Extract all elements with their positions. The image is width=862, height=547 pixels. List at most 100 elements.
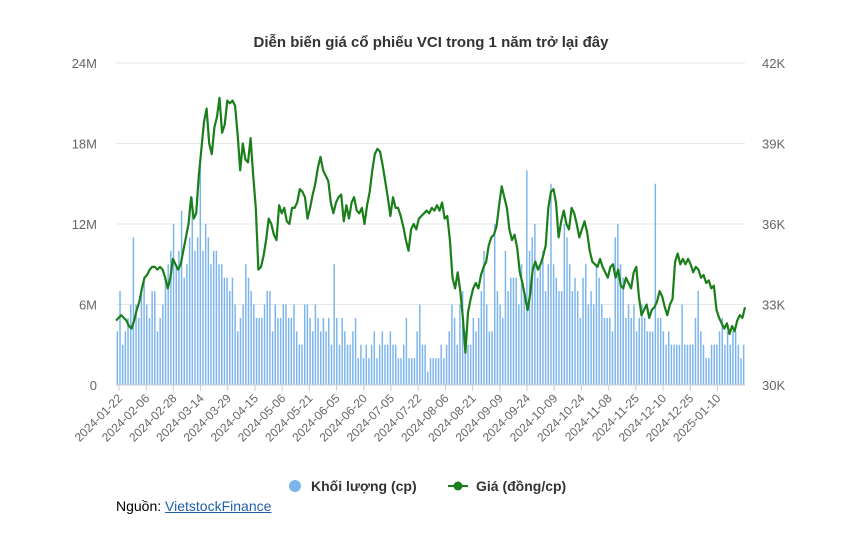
volume-bar — [657, 317, 659, 385]
y-right-tick-label: 42K — [762, 56, 785, 71]
source-note: Nguồn: VietstockFinance — [116, 498, 271, 514]
y-right-tick-label: 36K — [762, 217, 785, 232]
volume-bar — [611, 331, 614, 385]
volume-bar — [461, 291, 464, 385]
volume-bar — [277, 317, 279, 385]
volume-bar — [362, 358, 365, 385]
volume-bar — [210, 264, 212, 385]
volume-bar — [427, 371, 429, 385]
volume-bar — [649, 331, 651, 385]
volume-bar — [689, 344, 691, 385]
volume-bar — [231, 277, 234, 385]
volume-bar — [354, 317, 357, 385]
volume-bar — [178, 250, 180, 385]
volume-bar — [563, 224, 566, 385]
volume-bar — [119, 291, 121, 385]
volume-bar — [568, 264, 571, 385]
volume-bar — [298, 344, 301, 385]
volume-bar — [544, 291, 547, 385]
volume-bar — [394, 344, 397, 385]
volume-bar — [531, 237, 533, 385]
volume-bar — [499, 304, 501, 385]
volume-bar — [539, 264, 541, 385]
volume-bar — [333, 264, 335, 385]
volume-bar — [164, 277, 167, 385]
volume-bar — [258, 317, 260, 385]
y-left-tick-label: 12M — [72, 217, 97, 232]
volume-bar — [330, 344, 333, 385]
volume-bar — [154, 291, 156, 385]
volume-bar — [617, 224, 619, 385]
volume-bar — [386, 344, 389, 385]
volume-bar — [148, 317, 151, 385]
volume-bar — [437, 358, 440, 385]
volume-bar — [325, 331, 327, 385]
volume-bar — [614, 237, 616, 385]
volume-bar — [633, 304, 635, 385]
source-link[interactable]: VietstockFinance — [165, 498, 272, 514]
volume-bar — [295, 331, 298, 385]
volume-bar — [729, 344, 732, 385]
volume-bar — [138, 317, 140, 385]
volume-bar — [638, 317, 641, 385]
volume-bar — [263, 304, 266, 385]
volume-bar — [515, 277, 517, 385]
volume-bar — [234, 304, 236, 385]
y-right-tick-label: 33K — [762, 298, 785, 313]
volume-bar — [542, 250, 544, 385]
volume-bar — [534, 224, 536, 385]
volume-bar — [132, 237, 135, 385]
volume-bar — [215, 250, 218, 385]
volume-bar — [282, 304, 285, 385]
volume-bar — [247, 277, 250, 385]
volume-bar — [475, 331, 477, 385]
volume-bar — [494, 224, 496, 385]
volume-bar — [528, 250, 531, 385]
volume-bar — [646, 331, 649, 385]
volume-bar — [678, 344, 681, 385]
volume-bar — [220, 264, 223, 385]
volume-bar — [566, 237, 568, 385]
source-label: Nguồn: — [116, 498, 166, 514]
volume-bar — [255, 317, 258, 385]
volume-bar — [681, 304, 683, 385]
x-axis: 2024-01-222024-02-062024-02-282024-03-14… — [72, 384, 745, 445]
volume-bar — [424, 344, 426, 385]
volume-bar — [378, 344, 381, 385]
volume-bar — [301, 344, 303, 385]
volume-bar — [732, 331, 734, 385]
volume-bar — [630, 317, 632, 385]
volume-bar — [162, 304, 164, 385]
volume-bar — [523, 291, 525, 385]
volume-bar — [116, 331, 119, 385]
volume-bar — [376, 358, 378, 385]
volume-bar — [121, 344, 124, 385]
volume-bar — [694, 317, 697, 385]
volume-bar — [619, 264, 622, 385]
volume-bar — [370, 344, 373, 385]
volume-bar — [550, 183, 552, 385]
y-left-tick-label: 0 — [90, 378, 97, 393]
legend-item-volume[interactable]: Khối lượng (cp) — [289, 478, 417, 494]
volume-bar — [724, 344, 726, 385]
legend-item-price[interactable]: Giá (đồng/cp) — [448, 478, 566, 494]
volume-bar — [435, 358, 437, 385]
volume-bar — [186, 264, 188, 385]
volume-bar — [365, 344, 367, 385]
volume-bar — [520, 264, 523, 385]
volume-bar — [271, 331, 274, 385]
volume-bar — [421, 344, 424, 385]
volume-bar — [172, 224, 175, 385]
volume-bar — [419, 304, 421, 385]
volume-bar — [159, 317, 161, 385]
volume-bar — [464, 331, 467, 385]
volume-bar — [496, 291, 499, 385]
volume-bar — [352, 331, 354, 385]
volume-bar — [686, 344, 689, 385]
volume-bar — [453, 317, 456, 385]
volume-bar — [547, 264, 550, 385]
volume-bar — [194, 250, 196, 385]
volume-bar — [317, 317, 319, 385]
volume-bar — [512, 277, 515, 385]
